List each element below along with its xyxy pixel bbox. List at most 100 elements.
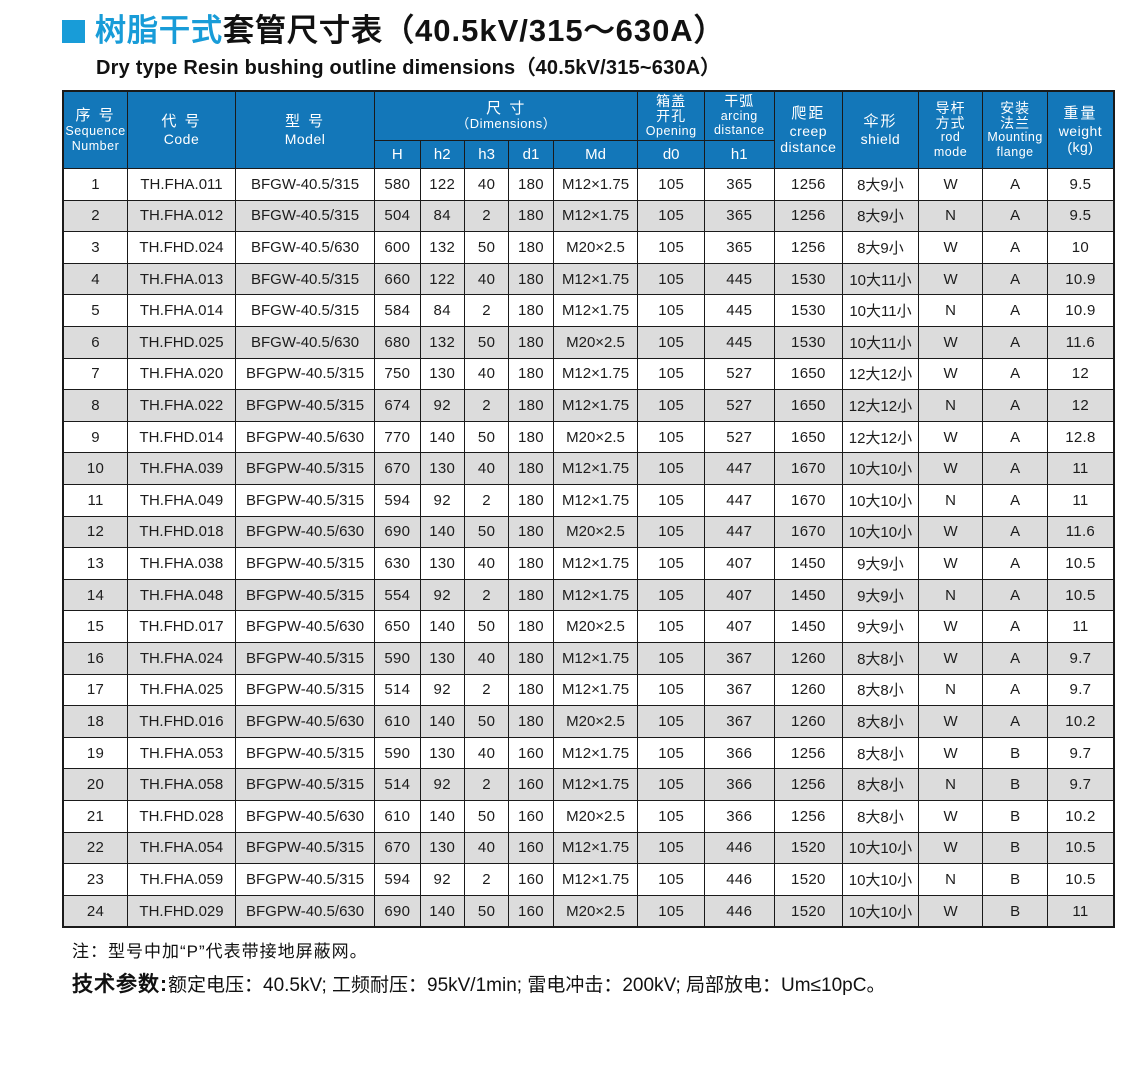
cell-d0: 105 xyxy=(637,831,705,865)
cell-d0: 105 xyxy=(637,547,705,580)
cell-d0: 105 xyxy=(637,799,705,833)
cell-shield: 8大9小 xyxy=(842,199,919,233)
cell-weight: 9.5 xyxy=(1046,199,1115,233)
cell-sequence: 19 xyxy=(62,736,129,770)
cell-weight: 11.6 xyxy=(1046,326,1115,359)
technical-parameters: 技术参数:额定电压：40.5kV; 工频耐压：95kV/1min; 雷电冲击：2… xyxy=(72,968,1148,998)
cell-H: 594 xyxy=(374,863,421,896)
cell-creep: 1260 xyxy=(773,705,844,738)
cell-h3: 40 xyxy=(463,262,510,296)
col-header-h3: h3 xyxy=(463,140,510,170)
cell-h3: 50 xyxy=(463,420,510,454)
cell-shield: 10大10小 xyxy=(842,484,919,517)
table-row: 1 TH.FHA.011 BFGW-40.5/315 580 122 40 18… xyxy=(62,168,1115,201)
cell-code: TH.FHA.058 xyxy=(127,768,236,801)
table-row: 4 TH.FHA.013 BFGW-40.5/315 660 122 40 18… xyxy=(62,262,1115,296)
cell-flange: A xyxy=(982,642,1048,675)
cell-H: 670 xyxy=(374,831,421,865)
table-row: 18 TH.FHD.016 BFGPW-40.5/630 610 140 50 … xyxy=(62,705,1115,738)
cell-rod-mode: W xyxy=(917,705,984,738)
cell-sequence: 8 xyxy=(62,389,129,422)
cell-creep: 1256 xyxy=(773,768,844,801)
col-header-sequence: 序 号 Sequence Number xyxy=(62,90,129,170)
cell-d1: 180 xyxy=(508,294,554,328)
cell-Md: M12×1.75 xyxy=(552,452,639,486)
cell-weight: 10.5 xyxy=(1046,547,1115,580)
cell-d1: 180 xyxy=(508,389,554,422)
cell-weight: 12.8 xyxy=(1046,420,1115,454)
cell-h1: 367 xyxy=(703,705,775,738)
cell-flange: A xyxy=(982,389,1048,422)
cell-H: 650 xyxy=(374,610,421,643)
cell-creep: 1650 xyxy=(773,357,844,391)
cell-Md: M12×1.75 xyxy=(552,642,639,675)
cell-h2: 132 xyxy=(419,326,465,359)
cell-rod-mode: W xyxy=(917,547,984,580)
cell-creep: 1260 xyxy=(773,673,844,707)
cell-creep: 1256 xyxy=(773,231,844,264)
col-header-h2: h2 xyxy=(419,140,465,170)
cell-d1: 180 xyxy=(508,642,554,675)
table-row: 5 TH.FHA.014 BFGW-40.5/315 584 84 2 180 … xyxy=(62,294,1115,328)
cell-h3: 40 xyxy=(463,168,510,201)
cell-d1: 180 xyxy=(508,547,554,580)
cell-H: 770 xyxy=(374,420,421,454)
cell-Md: M20×2.5 xyxy=(552,705,639,738)
table-row: 14 TH.FHA.048 BFGPW-40.5/315 554 92 2 18… xyxy=(62,578,1115,612)
cell-model: BFGPW-40.5/315 xyxy=(234,768,376,801)
cell-flange: A xyxy=(982,199,1048,233)
cell-rod-mode: N xyxy=(917,199,984,233)
cell-h3: 50 xyxy=(463,231,510,264)
cell-code: TH.FHA.059 xyxy=(127,863,236,896)
cell-h1: 445 xyxy=(703,262,775,296)
cell-shield: 10大10小 xyxy=(842,894,919,928)
cell-creep: 1650 xyxy=(773,420,844,454)
cell-h2: 130 xyxy=(419,831,465,865)
cell-d0: 105 xyxy=(637,515,705,549)
page-title: 树脂干式套管尺寸表（40.5kV/315～630A） xyxy=(95,13,726,48)
cell-d0: 105 xyxy=(637,736,705,770)
cell-flange: A xyxy=(982,610,1048,643)
cell-weight: 10.5 xyxy=(1046,578,1115,612)
cell-flange: A xyxy=(982,294,1048,328)
cell-shield: 8大8小 xyxy=(842,705,919,738)
cell-Md: M12×1.75 xyxy=(552,578,639,612)
cell-weight: 10.9 xyxy=(1046,262,1115,296)
cell-h3: 2 xyxy=(463,294,510,328)
cell-code: TH.FHA.022 xyxy=(127,389,236,422)
cell-creep: 1450 xyxy=(773,610,844,643)
cell-h2: 84 xyxy=(419,294,465,328)
col-header-weight: 重量 weight (kg) xyxy=(1046,90,1115,170)
cell-model: BFGPW-40.5/315 xyxy=(234,452,376,486)
cell-h3: 40 xyxy=(463,831,510,865)
cell-h3: 40 xyxy=(463,736,510,770)
cell-sequence: 15 xyxy=(62,610,129,643)
cell-h2: 92 xyxy=(419,578,465,612)
cell-Md: M12×1.75 xyxy=(552,168,639,201)
cell-flange: A xyxy=(982,673,1048,707)
cell-weight: 12 xyxy=(1046,357,1115,391)
table-row: 20 TH.FHA.058 BFGPW-40.5/315 514 92 2 16… xyxy=(62,768,1115,801)
cell-shield: 8大8小 xyxy=(842,799,919,833)
cell-Md: M20×2.5 xyxy=(552,420,639,454)
cell-H: 690 xyxy=(374,894,421,928)
cell-creep: 1530 xyxy=(773,326,844,359)
cell-d0: 105 xyxy=(637,705,705,738)
cell-weight: 12 xyxy=(1046,389,1115,422)
cell-code: TH.FHA.038 xyxy=(127,547,236,580)
cell-flange: A xyxy=(982,578,1048,612)
cell-rod-mode: W xyxy=(917,831,984,865)
cell-H: 514 xyxy=(374,673,421,707)
cell-weight: 10.5 xyxy=(1046,831,1115,865)
cell-H: 554 xyxy=(374,578,421,612)
cell-Md: M20×2.5 xyxy=(552,231,639,264)
cell-H: 594 xyxy=(374,484,421,517)
cell-d0: 105 xyxy=(637,231,705,264)
cell-h3: 40 xyxy=(463,547,510,580)
cell-code: TH.FHD.029 xyxy=(127,894,236,928)
cell-code: TH.FHA.024 xyxy=(127,642,236,675)
cell-flange: A xyxy=(982,484,1048,517)
cell-h3: 40 xyxy=(463,357,510,391)
cell-h1: 366 xyxy=(703,768,775,801)
cell-H: 590 xyxy=(374,736,421,770)
